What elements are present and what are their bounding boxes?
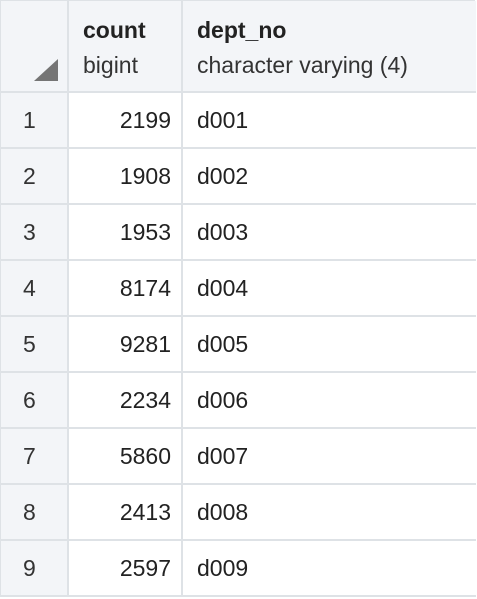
cell-dept-no[interactable]: d002 bbox=[182, 148, 476, 205]
cell-dept-no[interactable]: d003 bbox=[182, 204, 476, 261]
table-row[interactable]: 5 9281 d005 bbox=[1, 316, 476, 373]
table-row[interactable]: 8 2413 d008 bbox=[1, 484, 476, 541]
cell-dept-no[interactable]: d008 bbox=[182, 484, 476, 541]
column-type: bigint bbox=[83, 52, 138, 78]
cell-count[interactable]: 1908 bbox=[68, 148, 183, 205]
column-type: character varying (4) bbox=[197, 52, 408, 78]
table-row[interactable]: 4 8174 d004 bbox=[1, 260, 476, 317]
cell-dept-no[interactable]: d009 bbox=[182, 540, 476, 597]
table-row[interactable]: 3 1953 d003 bbox=[1, 204, 476, 261]
cell-count[interactable]: 2234 bbox=[68, 372, 183, 429]
cell-count[interactable]: 2597 bbox=[68, 540, 183, 597]
cell-dept-no[interactable]: d007 bbox=[182, 428, 476, 485]
cell-dept-no[interactable]: d004 bbox=[182, 260, 476, 317]
cell-count[interactable]: 1953 bbox=[68, 204, 183, 261]
column-name: dept_no bbox=[197, 17, 287, 43]
row-number[interactable]: 7 bbox=[1, 428, 69, 485]
column-name: count bbox=[83, 17, 146, 43]
table-row[interactable]: 1 2199 d001 bbox=[1, 92, 476, 149]
row-number[interactable]: 9 bbox=[1, 540, 69, 597]
table-row[interactable]: 6 2234 d006 bbox=[1, 372, 476, 429]
column-header-dept-no[interactable]: dept_no character varying (4) bbox=[182, 1, 476, 93]
select-all-triangle-icon bbox=[34, 59, 58, 81]
row-number[interactable]: 2 bbox=[1, 148, 69, 205]
cell-dept-no[interactable]: d006 bbox=[182, 372, 476, 429]
row-number[interactable]: 5 bbox=[1, 316, 69, 373]
row-number[interactable]: 4 bbox=[1, 260, 69, 317]
column-header-count[interactable]: count bigint bbox=[68, 1, 235, 93]
cell-count[interactable]: 8174 bbox=[68, 260, 183, 317]
table-row[interactable]: 9 2597 d009 bbox=[1, 540, 476, 597]
header-row: count bigint dept_no character varying (… bbox=[1, 1, 476, 93]
cell-count[interactable]: 5860 bbox=[68, 428, 183, 485]
select-all-corner[interactable] bbox=[1, 1, 69, 93]
row-number[interactable]: 8 bbox=[1, 484, 69, 541]
cell-dept-no[interactable]: d005 bbox=[182, 316, 476, 373]
table-row[interactable]: 7 5860 d007 bbox=[1, 428, 476, 485]
cell-count[interactable]: 2199 bbox=[68, 92, 183, 149]
row-number[interactable]: 6 bbox=[1, 372, 69, 429]
row-number[interactable]: 1 bbox=[1, 92, 69, 149]
row-number[interactable]: 3 bbox=[1, 204, 69, 261]
table-row[interactable]: 2 1908 d002 bbox=[1, 148, 476, 205]
cell-count[interactable]: 2413 bbox=[68, 484, 183, 541]
cell-dept-no[interactable]: d001 bbox=[182, 92, 476, 149]
cell-count[interactable]: 9281 bbox=[68, 316, 183, 373]
